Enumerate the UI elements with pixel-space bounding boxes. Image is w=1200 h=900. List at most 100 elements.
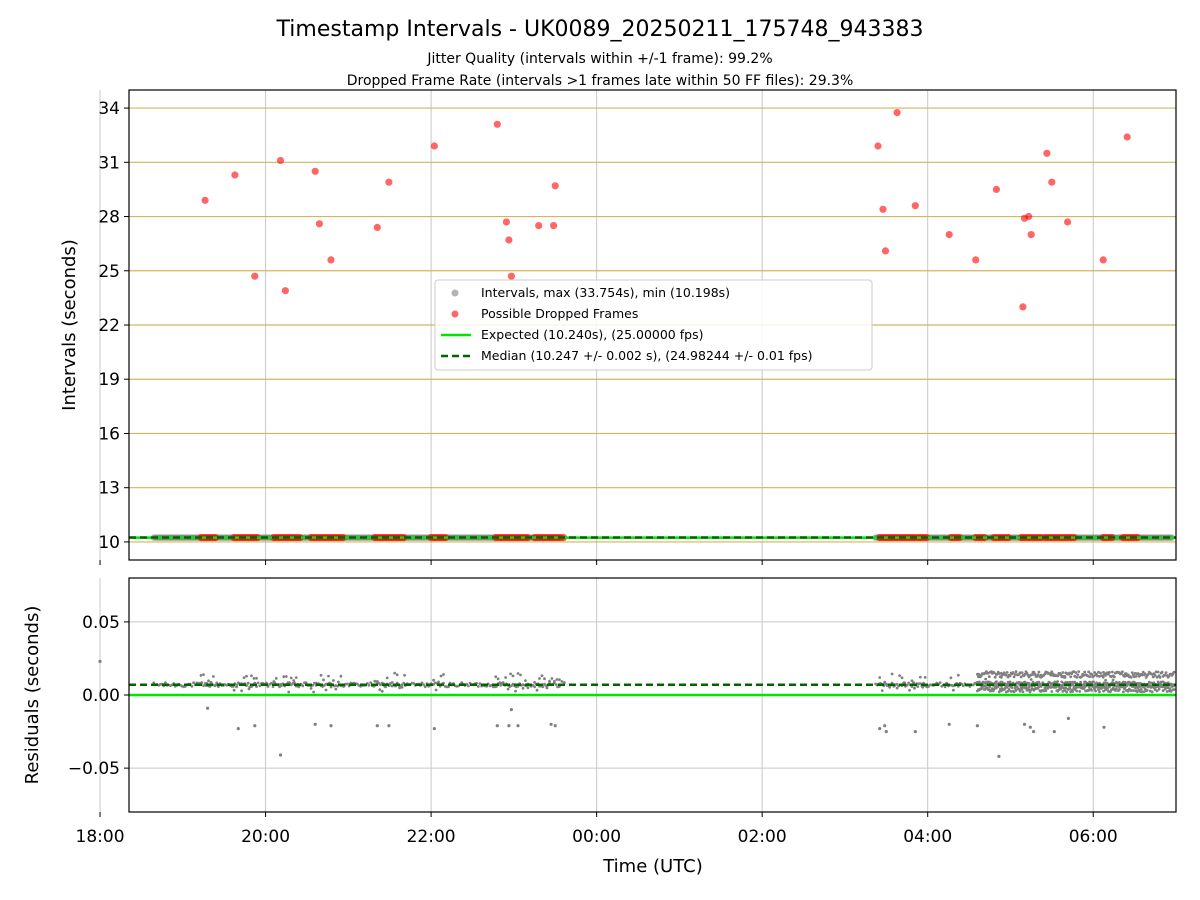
residual-point: [284, 675, 288, 678]
residual-point: [499, 683, 502, 687]
residual-point: [232, 688, 236, 692]
intervals-series: [129, 109, 1176, 542]
residual-point: [1088, 680, 1091, 684]
residual-point: [1145, 688, 1149, 692]
residual-point: [240, 689, 244, 693]
residual-point: [476, 685, 480, 688]
residual-point: [1036, 673, 1040, 677]
residual-point: [412, 682, 416, 685]
residual-point: [1074, 671, 1078, 674]
residual-point: [1155, 689, 1159, 693]
residual-outlier-point: [375, 724, 379, 728]
residual-point: [949, 676, 953, 680]
residual-outlier-point: [997, 754, 1001, 759]
residual-point: [1090, 689, 1093, 692]
residual-point: [1118, 681, 1121, 684]
residual-point: [1098, 690, 1101, 694]
residual-point: [439, 674, 443, 678]
residual-point: [496, 677, 500, 681]
residual-point: [1037, 670, 1041, 674]
residual-point: [1023, 680, 1027, 684]
residual-point: [519, 673, 522, 677]
residual-point: [938, 681, 942, 684]
dropped-frame-point: [972, 256, 980, 264]
residual-point: [1131, 689, 1135, 692]
residual-point: [324, 688, 328, 692]
dropped-frame-point: [1064, 218, 1072, 226]
residual-point: [258, 684, 262, 688]
residual-point: [274, 677, 278, 680]
residual-point: [511, 674, 515, 678]
residual-point: [1159, 680, 1163, 684]
residual-point: [1153, 674, 1157, 677]
residuals-x-ticks: 18:00 20:00 22:00 00:00 02:00 04:00 06:00: [76, 812, 1118, 847]
residual-point: [373, 679, 377, 683]
dropped-frame-point: [1099, 256, 1107, 264]
residual-point: [282, 675, 286, 679]
dropped-frame-point: [551, 182, 559, 190]
residual-point: [956, 673, 960, 677]
residuals-panel: 0.05 0.00 −0.05 18:00 20:00 22:00 00:00 02:00 0…: [22, 577, 1177, 877]
residual-point: [319, 673, 323, 677]
residual-point: [533, 685, 536, 689]
residual-point: [1168, 687, 1172, 691]
residual-point: [200, 681, 204, 685]
residual-point: [501, 681, 505, 684]
dropped-frame-point: [1048, 178, 1056, 186]
residual-point: [1076, 673, 1080, 676]
residual-point: [1133, 686, 1137, 690]
residual-point: [923, 676, 927, 679]
residual-point: [1161, 680, 1165, 684]
residual-outlier-point: [1102, 725, 1106, 729]
residual-point: [289, 676, 293, 680]
residual-point: [1101, 674, 1104, 678]
residual-point: [380, 689, 384, 693]
residual-outlier-point: [516, 724, 520, 728]
residual-point: [1018, 689, 1022, 693]
x-tick-label: 04:00: [903, 827, 952, 847]
residual-point: [1108, 671, 1111, 674]
residual-outlier-point: [1022, 722, 1027, 726]
x-tick-label: 00:00: [572, 827, 621, 847]
residual-point: [1122, 690, 1125, 694]
residual-point: [390, 681, 394, 684]
residual-point: [878, 676, 882, 679]
dropped-frame-point: [1123, 133, 1131, 141]
residual-point: [903, 681, 906, 685]
residual-point: [432, 678, 435, 682]
residual-point: [509, 672, 512, 676]
residual-outlier-point: [553, 724, 557, 728]
residual-point: [905, 683, 909, 687]
residual-point: [1136, 672, 1140, 676]
dropped-frame-point: [502, 218, 510, 226]
residual-point: [1082, 683, 1085, 687]
intervals-y-label: Intervals (seconds): [59, 239, 80, 411]
residual-point: [987, 675, 991, 679]
intervals-y-tick-label: 25: [98, 262, 120, 282]
residual-point: [918, 682, 922, 685]
residual-point: [883, 680, 887, 684]
residual-point: [202, 684, 205, 687]
x-axis-label: Time (UTC): [602, 856, 703, 877]
residual-point: [1125, 682, 1129, 686]
residual-point: [540, 674, 544, 678]
residual-point: [514, 689, 517, 693]
residual-point: [1063, 674, 1067, 678]
residual-point: [1030, 673, 1034, 676]
residual-point: [235, 685, 239, 689]
residual-point: [337, 680, 340, 684]
residual-point: [1063, 689, 1067, 692]
residual-point: [1092, 680, 1095, 684]
residual-point: [339, 674, 343, 678]
residual-point: [1141, 670, 1145, 674]
residual-point: [1172, 670, 1176, 674]
residual-point: [385, 676, 389, 680]
residual-point: [192, 681, 196, 685]
residual-point: [294, 676, 298, 679]
residual-point: [393, 671, 397, 675]
residual-point: [190, 684, 194, 688]
residual-outlier-point: [1052, 730, 1056, 734]
residual-point: [437, 680, 440, 684]
dropped-frame-point: [315, 220, 323, 228]
residual-point: [984, 677, 987, 681]
